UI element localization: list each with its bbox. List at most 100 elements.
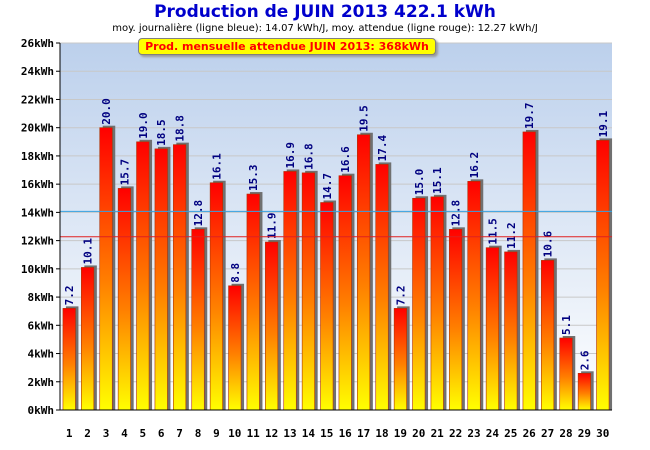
x-tick-label: 28: [559, 427, 572, 440]
bar-value-label: 11.9: [266, 213, 279, 240]
x-tick-label: 15: [320, 427, 333, 440]
bar: [393, 308, 407, 411]
bar: [596, 140, 610, 411]
bar: [301, 172, 315, 411]
bar-value-label: 12.8: [192, 200, 205, 227]
bar: [430, 196, 444, 411]
bar-value-label: 18.8: [174, 115, 187, 142]
bar: [81, 267, 95, 411]
x-tick-label: 11: [247, 427, 261, 440]
bar: [117, 188, 131, 411]
bar-value-label: 19.1: [597, 111, 610, 138]
x-tick-label: 19: [394, 427, 407, 440]
bar-value-label: 19.5: [358, 105, 371, 132]
bar: [191, 229, 205, 411]
bar-value-label: 15.1: [431, 167, 444, 194]
x-tick-label: 20: [412, 427, 425, 440]
bar-value-label: 12.8: [450, 200, 463, 227]
x-tick-label: 17: [357, 427, 370, 440]
x-tick-label: 21: [431, 427, 445, 440]
bar-value-label: 10.1: [82, 238, 95, 265]
x-tick-label: 9: [213, 427, 220, 440]
bar-value-label: 16.1: [210, 153, 223, 180]
x-tick-label: 12: [265, 427, 278, 440]
bar-value-label: 16.8: [302, 143, 315, 170]
x-tick-label: 27: [541, 427, 554, 440]
bar: [154, 148, 168, 411]
x-tick-label: 14: [302, 427, 316, 440]
bar-value-label: 11.5: [486, 218, 499, 245]
y-tick-label: 14kWh: [21, 206, 54, 219]
bar: [283, 171, 297, 411]
y-tick-label: 8kWh: [28, 291, 55, 304]
bar: [209, 182, 223, 411]
bar: [136, 141, 150, 411]
bar-value-label: 5.1: [560, 315, 573, 335]
y-tick-label: 0kWh: [28, 404, 55, 417]
bar: [357, 134, 371, 411]
bar-value-label: 14.7: [321, 173, 334, 200]
bar: [522, 131, 536, 411]
x-tick-label: 24: [486, 427, 500, 440]
bar-value-label: 10.6: [542, 231, 555, 258]
y-tick-label: 10kWh: [21, 263, 54, 276]
y-tick-label: 18kWh: [21, 150, 54, 163]
x-tick-label: 30: [596, 427, 609, 440]
x-tick-label: 3: [103, 427, 110, 440]
bar-value-label: 15.0: [413, 169, 426, 196]
bar: [412, 197, 426, 411]
bar: [228, 285, 242, 411]
bar: [467, 181, 481, 411]
bar: [246, 193, 260, 411]
x-tick-label: 10: [228, 427, 241, 440]
bar-value-label: 2.6: [578, 350, 591, 370]
bar: [559, 337, 573, 411]
bar: [541, 260, 555, 411]
y-tick-label: 2kWh: [28, 376, 55, 389]
bar-value-label: 16.6: [339, 146, 352, 173]
bar-value-label: 20.0: [100, 98, 113, 125]
bar-value-label: 17.4: [376, 135, 389, 162]
bar: [99, 127, 113, 411]
bar-value-label: 15.7: [118, 159, 131, 186]
x-tick-label: 7: [176, 427, 183, 440]
x-tick-label: 18: [375, 427, 388, 440]
bar-value-label: 11.2: [505, 222, 518, 249]
bar: [504, 251, 518, 411]
y-tick-label: 4kWh: [28, 348, 55, 361]
bar: [449, 229, 463, 411]
x-tick-label: 22: [449, 427, 462, 440]
bar: [485, 247, 499, 411]
y-tick-label: 20kWh: [21, 122, 54, 135]
bar: [320, 202, 334, 411]
x-tick-label: 6: [158, 427, 165, 440]
chart-title: Production de JUIN 2013 422.1 kWh: [154, 2, 496, 22]
x-tick-label: 2: [84, 427, 91, 440]
x-tick-label: 26: [523, 427, 537, 440]
bar-value-label: 16.2: [468, 152, 481, 179]
bar-value-label: 18.5: [155, 119, 168, 146]
y-tick-label: 26kWh: [21, 37, 54, 50]
x-tick-label: 8: [195, 427, 202, 440]
bar-value-label: 7.2: [394, 285, 407, 305]
bar: [375, 164, 389, 411]
bar-value-label: 19.0: [137, 112, 150, 139]
x-tick-label: 13: [283, 427, 296, 440]
chart-subtitle: moy. journalière (ligne bleue): 14.07 kW…: [112, 23, 538, 34]
x-tick-label: 16: [339, 427, 353, 440]
bar: [173, 144, 187, 411]
bar: [62, 308, 76, 411]
y-tick-label: 6kWh: [28, 319, 55, 332]
x-tick-label: 4: [121, 427, 128, 440]
x-tick-label: 29: [578, 427, 591, 440]
bar-value-label: 15.3: [247, 165, 260, 192]
bar-value-label: 7.2: [63, 285, 76, 305]
y-tick-label: 16kWh: [21, 178, 54, 191]
y-tick-label: 24kWh: [21, 65, 54, 78]
y-tick-label: 22kWh: [21, 93, 54, 106]
x-tick-label: 25: [504, 427, 517, 440]
y-tick-label: 12kWh: [21, 235, 54, 248]
bar-value-label: 8.8: [229, 263, 242, 283]
